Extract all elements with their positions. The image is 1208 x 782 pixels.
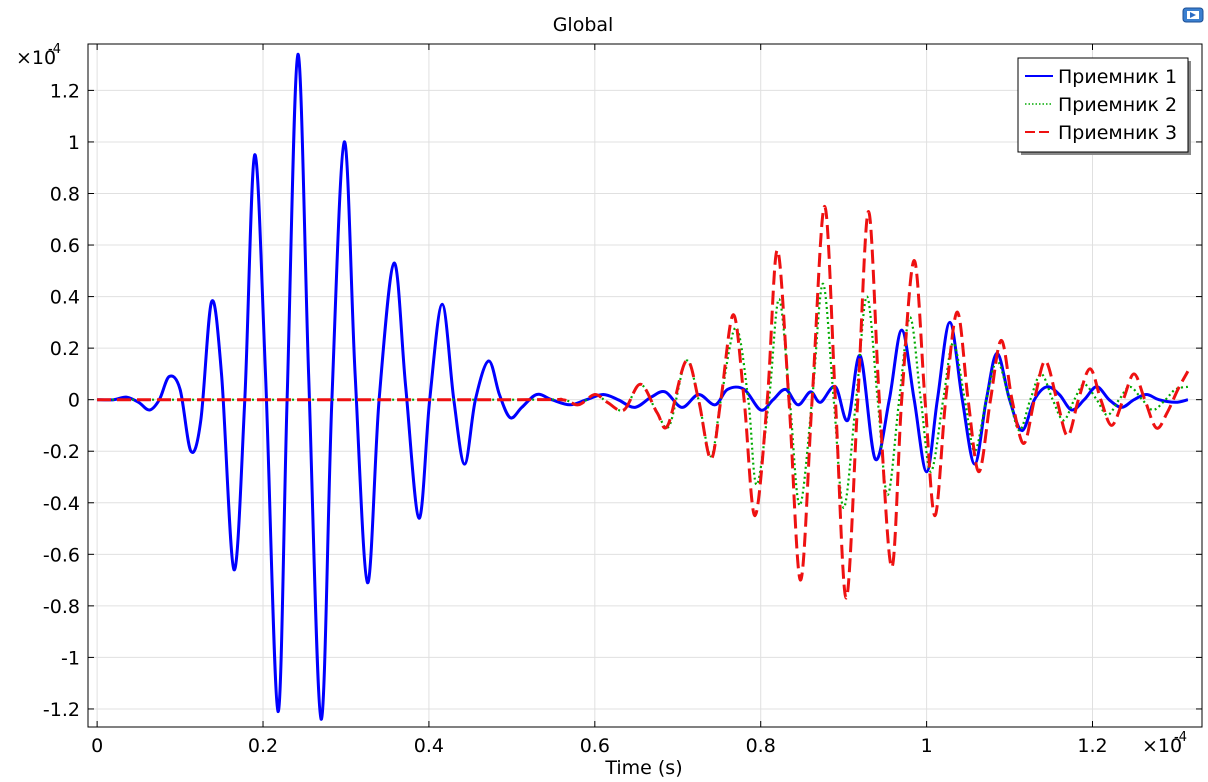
y-tick-label: -0.6 [43,544,80,566]
svg-text:×10: ×10 [16,47,56,69]
y-tick-label: 1 [68,132,80,154]
plot-area [87,43,1203,728]
x-axis: 0 0.2 0.4 0.6 0.8 1 1.2 [91,44,1108,757]
y-tick-label: -1.2 [43,699,80,721]
y-tick-label: -0.4 [43,493,80,515]
y-tick-label: -0.2 [43,441,80,463]
y-tick-label: 0.8 [50,183,80,205]
y-tick-label: -0.8 [43,596,80,618]
y-multiplier: ×10 -4 [16,42,61,69]
y-tick-label: -1 [61,647,80,669]
x-tick-label: 0.6 [580,735,610,757]
y-tick-label: 0.2 [50,338,80,360]
x-tick-label: 0 [91,735,103,757]
series-line-3 [97,204,1190,600]
y-tick-label: 0.6 [50,235,80,257]
legend: Приемник 1 Приемник 2 Приемник 3 [1017,57,1191,155]
x-tick-label: 0.4 [414,735,444,757]
x-tick-label: 0.8 [746,735,776,757]
chart-title: Global [553,14,614,36]
series-lines [97,52,1190,721]
legend-label: Приемник 3 [1058,122,1177,144]
svg-text:×10: ×10 [1142,735,1182,757]
series-line-2 [97,282,1189,509]
x-axis-label: Time (s) [604,757,682,779]
export-image-icon[interactable] [1182,7,1204,23]
y-axis: -1.2 -1 -0.8 -0.6 -0.4 -0.2 0 0.2 0.4 0.6 0.8 1 1.2 [43,80,1202,721]
svg-text:-4: -4 [48,42,61,57]
y-tick-label: 0.4 [50,287,80,309]
x-tick-label: 1.2 [1077,735,1107,757]
svg-text:-4: -4 [1174,730,1187,745]
legend-label: Приемник 2 [1058,94,1177,116]
y-tick-label: 1.2 [50,80,80,102]
x-tick-label: 1 [921,735,933,757]
legend-label: Приемник 1 [1058,66,1177,88]
legend-box [1017,57,1189,153]
x-tick-label: 0.2 [248,735,278,757]
grid [88,44,1202,727]
y-tick-label: 0 [68,390,80,412]
x-multiplier: ×10 -4 [1142,730,1187,757]
